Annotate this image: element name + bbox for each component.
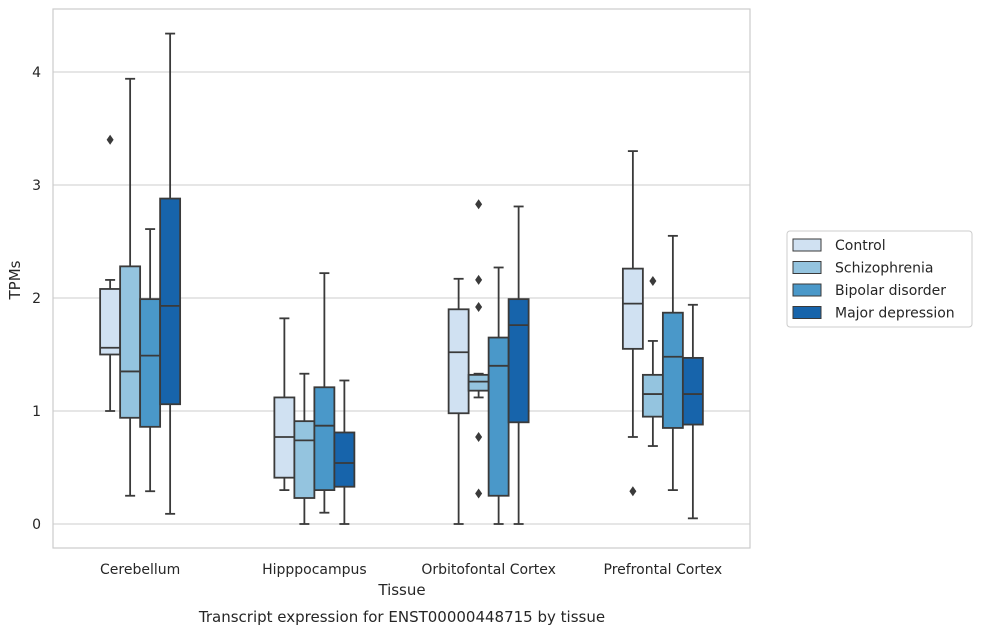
- box-control: [447, 277, 470, 525]
- outlier-point: [629, 486, 637, 497]
- box-schizophrenia: [293, 372, 316, 525]
- outlier-point: [106, 134, 114, 145]
- box-major-depression: [159, 32, 182, 515]
- box-bipolar-disorder: [139, 228, 162, 493]
- box-iqr: [467, 373, 490, 392]
- legend-swatch: [792, 306, 822, 319]
- y-tick-label: 3: [32, 178, 41, 194]
- box-bipolar-disorder: [313, 272, 336, 514]
- y-tick-label: 4: [32, 65, 41, 81]
- outlier-point: [475, 302, 483, 313]
- legend-swatch: [792, 283, 822, 297]
- box-iqr: [641, 373, 664, 418]
- box-iqr: [99, 288, 122, 356]
- box-major-depression: [333, 379, 356, 525]
- y-tick-label: 2: [32, 291, 41, 307]
- box-iqr: [139, 298, 162, 428]
- x-tick-label: Cerebellum: [100, 562, 180, 578]
- chart-caption: Transcript expression for ENST0000044871…: [198, 608, 605, 626]
- box-iqr: [313, 386, 336, 491]
- x-axis-title: Tissue: [377, 581, 425, 599]
- box-control: [273, 317, 296, 492]
- box-control: [621, 150, 644, 497]
- box-control: [99, 134, 122, 412]
- legend-label: Major depression: [835, 306, 955, 322]
- box-schizophrenia: [641, 276, 664, 447]
- legend: Control Schizophrenia Bipolar disorder Majo…: [786, 230, 973, 328]
- legend-swatch: [792, 238, 822, 252]
- box-bipolar-disorder: [487, 266, 510, 525]
- y-gridlines: [53, 71, 750, 525]
- box-iqr: [447, 308, 470, 415]
- y-tick-labels: 0 1 2 3 4: [32, 65, 41, 533]
- box-major-depression: [681, 303, 704, 520]
- outlier-point: [475, 431, 483, 442]
- y-tick-label: 0: [32, 517, 41, 533]
- legend-frame: [786, 230, 973, 328]
- box-major-depression: [507, 205, 530, 525]
- box-bipolar-disorder: [661, 234, 684, 492]
- x-tick-labels: Cerebellum Hipppocampus Orbitofontal Corte…: [100, 562, 722, 578]
- box-iqr: [119, 265, 142, 419]
- x-tick-label: Orbitofontal Cortex: [421, 562, 556, 578]
- box-iqr: [293, 420, 316, 499]
- box-groups: [99, 32, 704, 525]
- y-axis-title: TPMs: [6, 260, 24, 300]
- plot-area-frame: [52, 8, 751, 549]
- x-tick-label: Prefrontal Cortex: [604, 562, 723, 578]
- y-tick-label: 1: [32, 404, 41, 420]
- outlier-point: [475, 488, 483, 499]
- box-iqr: [333, 431, 356, 488]
- legend-label: Control: [835, 238, 886, 254]
- box-iqr: [681, 356, 704, 426]
- box-schizophrenia: [467, 199, 490, 499]
- box-iqr: [621, 267, 644, 350]
- box-iqr: [507, 298, 530, 424]
- outlier-point: [649, 276, 657, 287]
- legend-swatch: [792, 261, 822, 274]
- x-tick-label: Hipppocampus: [262, 562, 367, 578]
- legend-label: Bipolar disorder: [835, 283, 946, 299]
- box-iqr: [487, 336, 510, 497]
- box-iqr: [159, 197, 182, 406]
- legend-label: Schizophrenia: [835, 261, 933, 277]
- outlier-point: [475, 199, 483, 210]
- box-iqr: [661, 311, 684, 429]
- box-schizophrenia: [119, 77, 142, 497]
- outlier-point: [475, 274, 483, 285]
